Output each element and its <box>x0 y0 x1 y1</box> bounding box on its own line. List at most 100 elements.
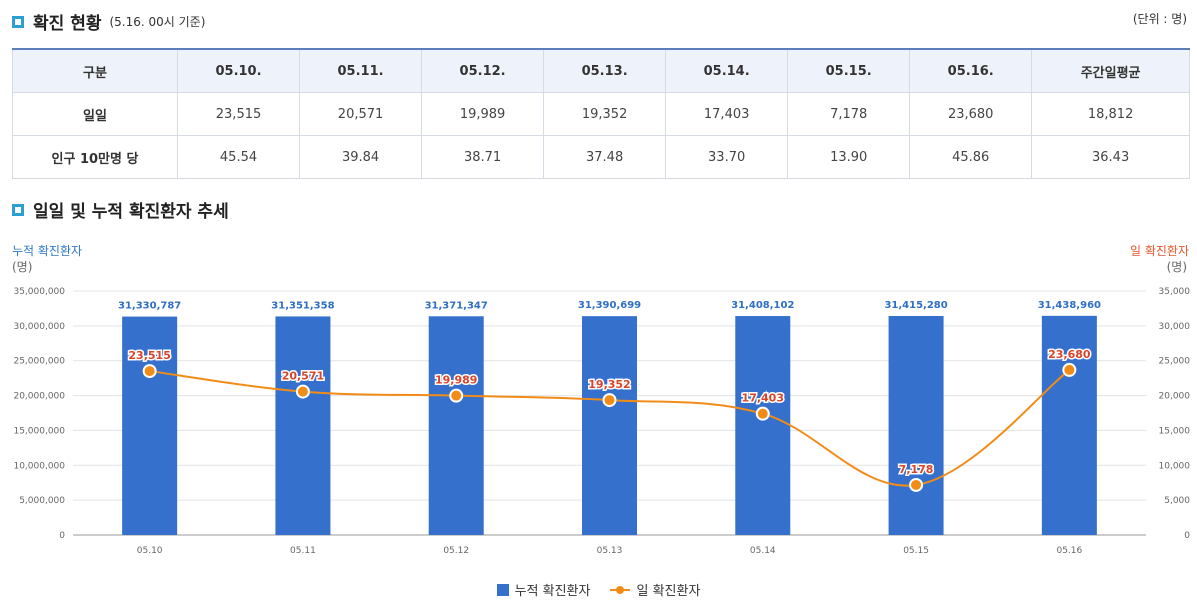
legend-line-swatch-icon <box>610 584 631 596</box>
right-axis-title: 일 확진환자 <box>1129 244 1189 258</box>
header-cell: 05.16. <box>909 48 1033 93</box>
y-left-tick-label: 15,000,000 <box>13 426 65 436</box>
bar-data-label: 31,390,699 <box>578 300 641 311</box>
status-subtitle: (5.16. 00시 기준) <box>109 15 206 29</box>
table-cell: 45.54 <box>176 135 301 179</box>
y-right-tick-label: 25,000 <box>1159 357 1191 367</box>
legend-item-daily[interactable]: 일 확진환자 <box>610 580 700 599</box>
header-cell: 구분 <box>12 48 178 93</box>
legend-item-cumulative[interactable]: 누적 확진환자 <box>496 580 591 599</box>
bar-data-label: 31,330,787 <box>118 301 181 312</box>
line-data-label: 17,403 <box>742 392 784 405</box>
bar <box>582 316 637 535</box>
y-right-tick-label: 0 <box>1184 531 1190 541</box>
left-axis-title: 누적 확진환자 <box>12 244 83 258</box>
x-tick-label: 05.10 <box>137 546 163 556</box>
header-cell: 05.14. <box>665 48 789 93</box>
y-left-tick-label: 20,000,000 <box>13 392 65 402</box>
y-left-tick-label: 25,000,000 <box>13 357 65 367</box>
bar <box>428 316 484 535</box>
table-cell: 18,812 <box>1031 92 1190 136</box>
line-data-label: 19,989 <box>435 374 477 387</box>
bar-data-label: 31,438,960 <box>1038 300 1101 311</box>
table-cell: 17,403 <box>665 92 789 136</box>
x-tick-label: 05.13 <box>597 546 623 556</box>
y-right-tick-label: 20,000 <box>1159 392 1191 402</box>
header-cell: 05.12. <box>421 48 545 93</box>
row-label: 인구 10만명 당 <box>12 135 178 179</box>
left-axis-unit: (명) <box>12 260 33 274</box>
row-label: 일일 <box>12 92 178 136</box>
table-cell: 36.43 <box>1031 135 1190 179</box>
x-tick-label: 05.15 <box>903 546 929 556</box>
y-left-tick-label: 5,000,000 <box>19 496 65 506</box>
y-left-tick-label: 35,000,000 <box>13 287 65 297</box>
y-right-tick-label: 5,000 <box>1164 496 1190 506</box>
header-cell: 05.13. <box>543 48 667 93</box>
y-right-tick-label: 35,000 <box>1159 287 1191 297</box>
bar-data-label: 31,415,280 <box>884 300 947 311</box>
table-cell: 37.48 <box>543 135 667 179</box>
table-cell: 19,352 <box>543 92 667 136</box>
status-table: 구분 05.10. 05.11. 05.12. 05.13. 05.14. 05… <box>12 48 1190 179</box>
header-cell: 05.15. <box>787 48 911 93</box>
status-section-header: 확진 현황 (5.16. 00시 기준) <box>12 9 205 34</box>
y-left-tick-label: 30,000,000 <box>13 322 65 332</box>
table-cell: 19,989 <box>421 92 545 136</box>
bar <box>1041 315 1097 535</box>
trend-chart: 0 0 5,000,000 5,000 10,000,000 10,000 15,000,0… <box>13 287 1191 556</box>
header-cell: 05.11. <box>299 48 423 93</box>
x-tick-label: 05.14 <box>750 546 776 556</box>
line-point <box>909 477 924 492</box>
line-data-label: 19,352 <box>588 378 630 391</box>
line-point <box>295 384 310 399</box>
line-data-label: 23,515 <box>128 349 170 362</box>
bar-data-label: 31,408,102 <box>731 300 794 311</box>
line-point <box>142 364 157 379</box>
line-data-label: 7,178 <box>899 463 934 476</box>
table-row: 일일 23,515 20,571 19,989 19,352 17,403 7,… <box>12 92 1190 136</box>
line-data-label: 23,680 <box>1048 348 1091 361</box>
y-right-tick-label: 10,000 <box>1159 461 1191 471</box>
header-cell: 주간일평균 <box>1031 48 1190 93</box>
unit-label: (단위 : 명) <box>1132 12 1187 26</box>
table-cell: 33.70 <box>665 135 789 179</box>
table-cell: 45.86 <box>909 135 1033 179</box>
table-cell: 23,680 <box>909 92 1033 136</box>
line-point <box>755 406 770 421</box>
trend-title: 일일 및 누적 확진환자 추세 <box>33 202 229 222</box>
table-row: 인구 10만명 당 45.54 39.84 38.71 37.48 33.70 … <box>12 135 1190 179</box>
bar <box>735 316 791 535</box>
y-right-tick-label: 15,000 <box>1159 426 1191 436</box>
trend-section-header: 일일 및 누적 확진환자 추세 <box>12 197 229 222</box>
x-tick-label: 05.11 <box>290 546 316 556</box>
line-point <box>449 388 464 403</box>
bar-data-label: 31,351,358 <box>271 300 334 311</box>
bar-data-label: 31,371,347 <box>425 300 488 311</box>
line-point <box>602 393 617 408</box>
table-cell: 13.90 <box>787 135 911 179</box>
table-header-row: 구분 05.10. 05.11. 05.12. 05.13. 05.14. 05… <box>12 48 1190 93</box>
y-right-tick-label: 30,000 <box>1159 322 1191 332</box>
x-tick-label: 05.12 <box>443 546 469 556</box>
y-left-tick-label: 10,000,000 <box>13 461 65 471</box>
bar <box>888 315 944 535</box>
line-point <box>1062 362 1077 377</box>
square-bullet-icon <box>12 203 24 216</box>
x-tick-label: 05.16 <box>1056 546 1082 556</box>
legend-label: 일 확진환자 <box>636 584 701 599</box>
chart-legend: 누적 확진환자 일 확진환자 <box>0 580 1197 599</box>
table-cell: 39.84 <box>299 135 423 179</box>
table-cell: 23,515 <box>176 92 301 136</box>
legend-bar-swatch-icon <box>496 583 509 596</box>
right-axis-unit: (명) <box>1166 260 1187 274</box>
table-cell: 7,178 <box>787 92 911 136</box>
legend-label: 누적 확진환자 <box>514 584 591 599</box>
table-cell: 20,571 <box>299 92 423 136</box>
bar <box>275 316 331 535</box>
table-cell: 38.71 <box>421 135 545 179</box>
bar <box>122 316 178 535</box>
status-title: 확진 현황 <box>33 14 102 34</box>
header-cell: 05.10. <box>176 48 301 93</box>
y-left-tick-label: 0 <box>59 531 65 541</box>
